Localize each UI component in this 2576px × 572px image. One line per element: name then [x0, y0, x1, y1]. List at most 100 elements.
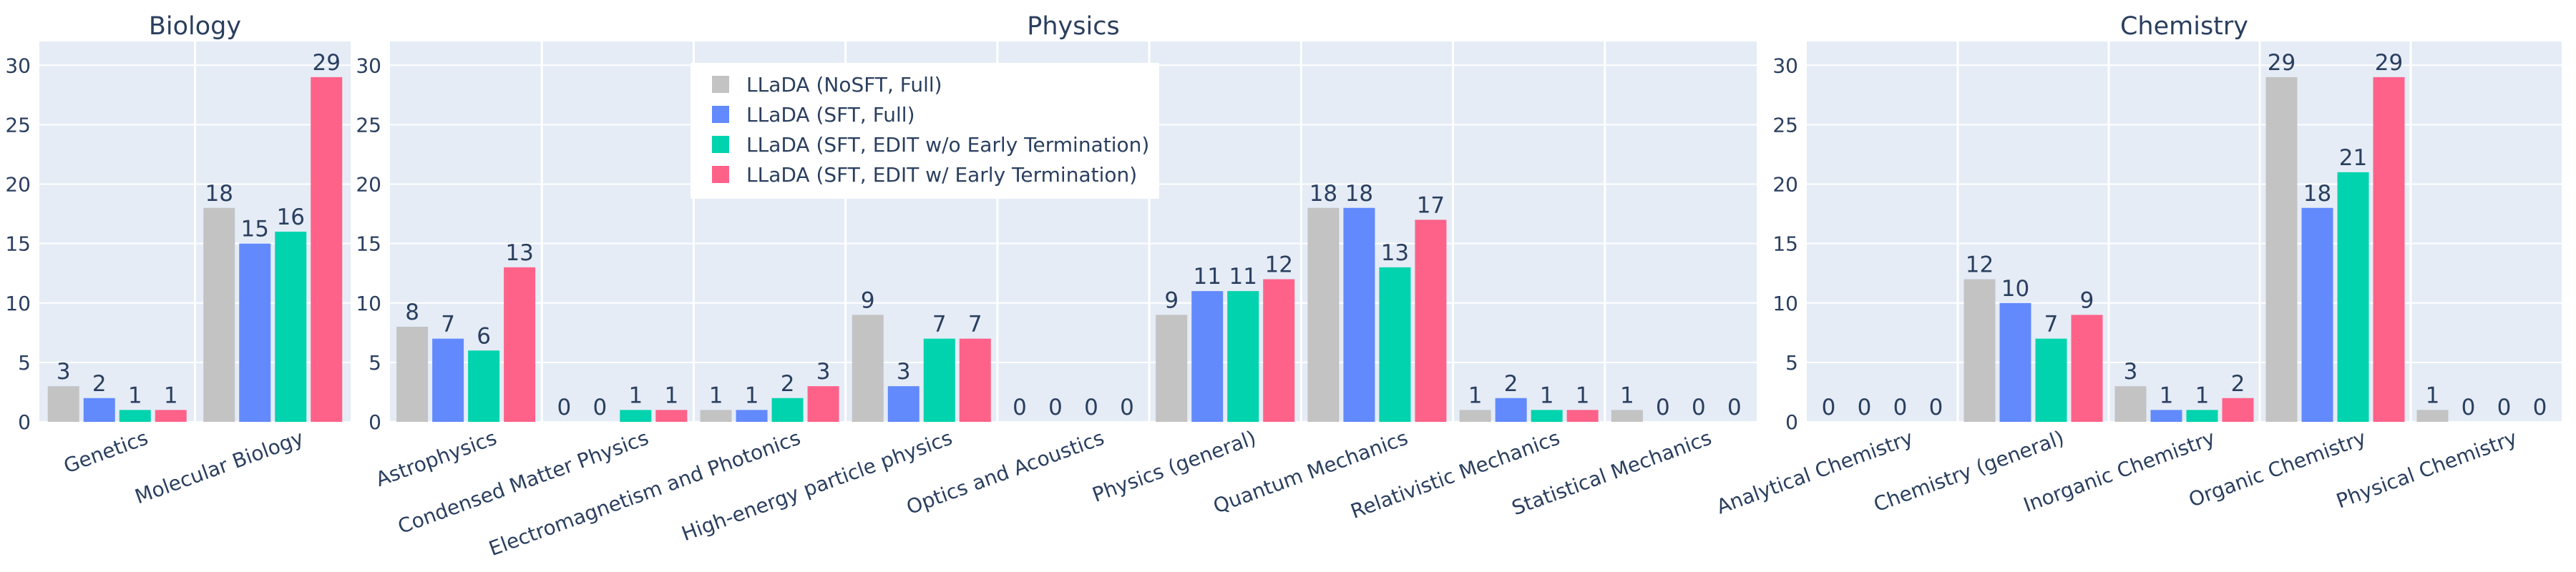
data-label: 0 — [592, 395, 607, 420]
bar-condensed-matter-physics-llada-sft-edit-w-early-termination — [655, 410, 688, 422]
y-tick-label: 0 — [369, 410, 381, 434]
bar-quantum-mechanics-llada-sft-edit-w-early-termination — [1415, 220, 1447, 422]
bar-astrophysics-llada-nosft-full — [396, 327, 429, 422]
data-label: 2 — [92, 371, 107, 397]
bar-physical-chemistry-llada-nosft-full — [2416, 410, 2449, 422]
bar-astrophysics-llada-sft-edit-w-early-termination — [504, 267, 536, 422]
y-tick-label: 15 — [356, 232, 381, 256]
legend-label-4: LLaDA (SFT, EDIT w/ Early Termination) — [746, 163, 1137, 187]
bar-inorganic-chemistry-llada-sft-edit-w-early-termination — [2222, 398, 2254, 422]
bar-electromagnetism-and-photonics-llada-sft-full — [736, 410, 768, 422]
data-label: 0 — [1048, 395, 1063, 420]
x-tick-label: Molecular Biology — [132, 426, 306, 509]
bar-relativistic-mechanics-llada-sft-edit-w-o-early-termination — [1531, 410, 1563, 422]
data-label: 12 — [1966, 252, 1994, 278]
data-label: 8 — [405, 300, 419, 325]
bar-relativistic-mechanics-llada-sft-full — [1495, 398, 1527, 422]
y-tick-label: 25 — [5, 113, 31, 137]
bar-high-energy-particle-physics-llada-nosft-full — [852, 315, 884, 422]
y-tick-label: 25 — [356, 113, 381, 137]
bar-organic-chemistry-llada-sft-edit-w-early-termination — [2373, 77, 2405, 422]
data-label: 29 — [2268, 50, 2296, 76]
panel-title: Biology — [149, 12, 241, 41]
data-label: 0 — [1858, 395, 1872, 420]
data-label: 18 — [205, 181, 233, 207]
data-label: 1 — [2160, 383, 2174, 408]
y-tick-label: 30 — [5, 54, 31, 77]
bar-molecular-biology-llada-nosft-full — [203, 207, 235, 422]
data-label: 0 — [1929, 395, 1943, 420]
bar-high-energy-particle-physics-llada-sft-full — [887, 386, 919, 422]
data-label: 1 — [2195, 383, 2210, 408]
data-label: 6 — [477, 323, 491, 349]
legend-label-1: LLaDA (NoSFT, Full) — [746, 73, 942, 97]
bar-organic-chemistry-llada-sft-full — [2301, 207, 2333, 422]
data-label: 29 — [2375, 50, 2403, 76]
bar-chemistry-general-llada-sft-edit-w-o-early-termination — [2035, 338, 2067, 422]
bar-genetics-llada-sft-edit-w-early-termination — [155, 410, 187, 422]
data-label: 3 — [897, 359, 911, 385]
data-label: 11 — [1193, 264, 1221, 290]
panel-title: Chemistry — [2120, 12, 2248, 41]
bar-chemistry-general-llada-sft-edit-w-early-termination — [2071, 315, 2103, 422]
data-label: 1 — [1540, 383, 1554, 408]
data-label: 1 — [628, 383, 643, 408]
x-tick-label: High-energy particle physics — [678, 426, 955, 546]
bar-genetics-llada-sft-edit-w-o-early-termination — [119, 410, 151, 422]
data-label: 7 — [968, 312, 982, 337]
data-label: 0 — [1893, 395, 1908, 420]
legend: LLaDA (NoSFT, Full) LLaDA (SFT, Full) LLaD… — [691, 63, 1159, 199]
legend-swatch-2 — [712, 106, 729, 123]
data-label: 7 — [2044, 312, 2059, 337]
bar-condensed-matter-physics-llada-sft-edit-w-o-early-termination — [620, 410, 652, 422]
y-tick-label: 5 — [369, 351, 381, 375]
y-tick-label: 30 — [1772, 54, 1798, 77]
bar-relativistic-mechanics-llada-nosft-full — [1459, 410, 1491, 422]
bar-inorganic-chemistry-llada-nosft-full — [2114, 386, 2147, 422]
legend-swatch-4 — [712, 166, 729, 183]
plot-area — [1807, 41, 2562, 422]
bar-quantum-mechanics-llada-sft-edit-w-o-early-termination — [1379, 267, 1411, 422]
bar-genetics-llada-sft-full — [83, 398, 115, 422]
y-tick-label: 5 — [18, 351, 31, 375]
data-label: 1 — [128, 383, 142, 408]
bar-astrophysics-llada-sft-full — [432, 338, 464, 422]
x-tick-label: Genetics — [61, 426, 152, 478]
bar-quantum-mechanics-llada-nosft-full — [1307, 207, 1340, 422]
data-label: 1 — [2426, 383, 2440, 408]
bar-high-energy-particle-physics-llada-sft-edit-w-o-early-termination — [923, 338, 955, 422]
data-label: 9 — [861, 287, 875, 313]
y-tick-label: 20 — [1772, 173, 1798, 197]
bar-statistical-mechanics-llada-nosft-full — [1611, 410, 1643, 422]
y-tick-label: 0 — [1785, 410, 1798, 434]
legend-label-2: LLaDA (SFT, Full) — [746, 103, 915, 127]
data-label: 18 — [1309, 181, 1337, 207]
data-label: 1 — [745, 383, 759, 408]
data-label: 2 — [1504, 371, 1518, 397]
data-label: 9 — [1164, 287, 1179, 313]
y-tick-label: 15 — [1772, 232, 1798, 256]
legend-box — [691, 63, 1159, 199]
data-label: 0 — [1013, 395, 1027, 420]
legend-swatch-1 — [712, 76, 729, 93]
data-label: 0 — [557, 395, 571, 420]
data-label: 9 — [2080, 287, 2094, 313]
data-label: 0 — [2462, 395, 2476, 420]
bar-molecular-biology-llada-sft-full — [239, 243, 271, 422]
y-tick-label: 20 — [356, 173, 381, 197]
x-tick-label: Condensed Matter Physics — [395, 426, 652, 539]
y-tick-label: 25 — [1772, 113, 1798, 137]
bar-electromagnetism-and-photonics-llada-sft-edit-w-early-termination — [807, 386, 839, 422]
bar-physics-general-llada-nosft-full — [1156, 315, 1188, 422]
data-label: 1 — [164, 383, 178, 408]
data-label: 10 — [2001, 276, 2029, 302]
data-label: 0 — [1822, 395, 1836, 420]
data-label: 2 — [781, 371, 795, 397]
data-label: 11 — [1229, 264, 1257, 290]
data-label: 0 — [1084, 395, 1098, 420]
y-tick-label: 15 — [5, 232, 31, 256]
bar-genetics-llada-nosft-full — [47, 386, 79, 422]
